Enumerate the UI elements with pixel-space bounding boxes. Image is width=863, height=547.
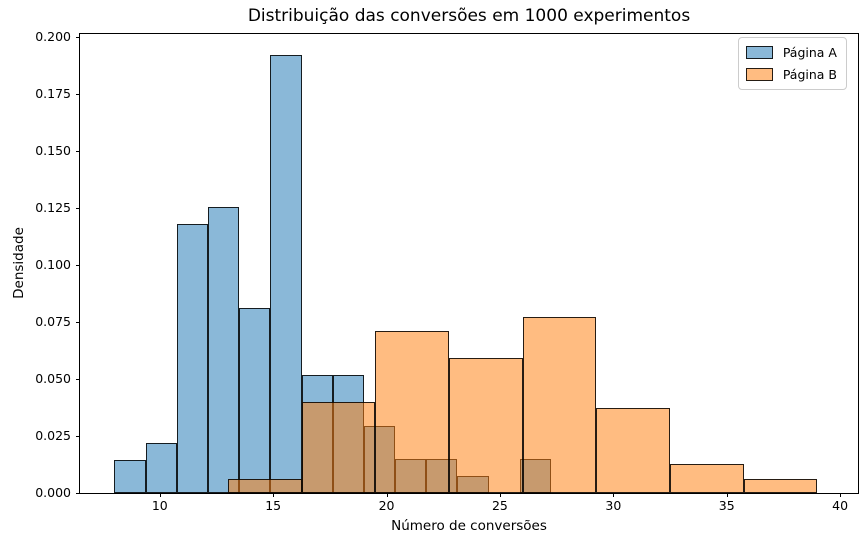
histogram-bar-pagina-b-2 — [375, 331, 449, 493]
histogram-bar-pagina-a-1 — [145, 443, 177, 493]
y-tick-mark-0.200 — [76, 36, 80, 38]
x-tick-label-25: 25 — [491, 498, 508, 513]
y-tick-label-0.175: 0.175 — [35, 85, 71, 101]
y-tick-mark-0.150 — [76, 150, 80, 152]
histogram-bar-pagina-b-4 — [522, 317, 597, 493]
x-tick-label-40: 40 — [832, 498, 849, 513]
y-tick-label-0.000: 0.000 — [35, 485, 71, 500]
y-tick-mark-0.075 — [76, 321, 80, 323]
y-tick-mark-0.025 — [76, 435, 80, 437]
legend-label-pagina-b: Página B — [782, 67, 837, 82]
y-tick-label-0.150: 0.150 — [35, 142, 71, 158]
histogram-bar-pagina-b-1 — [301, 401, 376, 493]
y-tick-mark-0.125 — [76, 207, 80, 209]
x-tick-label-30: 30 — [605, 498, 622, 513]
y-tick-mark-0.175 — [76, 93, 80, 95]
histogram-bar-pagina-a-2 — [176, 224, 208, 493]
y-tick-label-0.125: 0.125 — [35, 199, 71, 215]
x-tick-mark-15 — [273, 493, 275, 497]
histogram-bar-pagina-b-5 — [596, 408, 670, 493]
histogram-bar-pagina-a-0 — [114, 459, 146, 493]
pagina-b-swatch-icon — [745, 68, 773, 81]
histogram-bar-pagina-a-5 — [270, 55, 302, 493]
chart-title: Distribuição das conversões em 1000 expe… — [247, 6, 691, 26]
y-tick-label-0.200: 0.200 — [35, 28, 71, 44]
pagina-a-swatch-icon — [745, 46, 773, 59]
histogram-bar-pagina-b-7 — [743, 478, 818, 493]
plot-area: Página A Página B 10 15 20 25 30 35 40 0.000 0.0… — [35, 29, 859, 513]
y-tick-mark-0.000 — [76, 493, 80, 494]
y-tick-label-0.050: 0.050 — [35, 370, 71, 386]
histogram-bar-pagina-a-3 — [208, 206, 240, 493]
legend-item-pagina-b: Página B — [745, 65, 837, 84]
x-axis-label: Número de conversões — [391, 518, 547, 534]
histogram-bar-pagina-b-6 — [670, 464, 744, 493]
histogram-bar-pagina-a-4 — [239, 308, 271, 493]
y-tick-label-0.075: 0.075 — [35, 313, 71, 329]
legend: Página A Página B — [737, 37, 847, 90]
y-tick-label-0.100: 0.100 — [35, 256, 71, 272]
histogram-bar-pagina-b-0 — [227, 478, 302, 493]
histogram-bar-pagina-b-3 — [448, 357, 523, 493]
y-tick-mark-0.100 — [76, 264, 80, 266]
legend-label-pagina-a: Página A — [782, 45, 837, 60]
y-tick-mark-0.050 — [76, 378, 80, 380]
x-tick-label-20: 20 — [378, 498, 395, 513]
x-tick-mark-25 — [499, 493, 501, 497]
x-tick-mark-40 — [840, 493, 842, 497]
x-tick-mark-10 — [159, 493, 161, 497]
y-tick-label-0.025: 0.025 — [35, 427, 71, 443]
x-tick-label-35: 35 — [718, 498, 735, 513]
y-axis-label: Densidade — [11, 227, 27, 299]
x-tick-label-10: 10 — [151, 498, 168, 513]
legend-item-pagina-a: Página A — [745, 43, 837, 62]
x-tick-mark-35 — [726, 493, 728, 497]
x-tick-label-15: 15 — [265, 498, 282, 513]
x-tick-mark-30 — [613, 493, 615, 497]
x-tick-mark-20 — [386, 493, 388, 497]
